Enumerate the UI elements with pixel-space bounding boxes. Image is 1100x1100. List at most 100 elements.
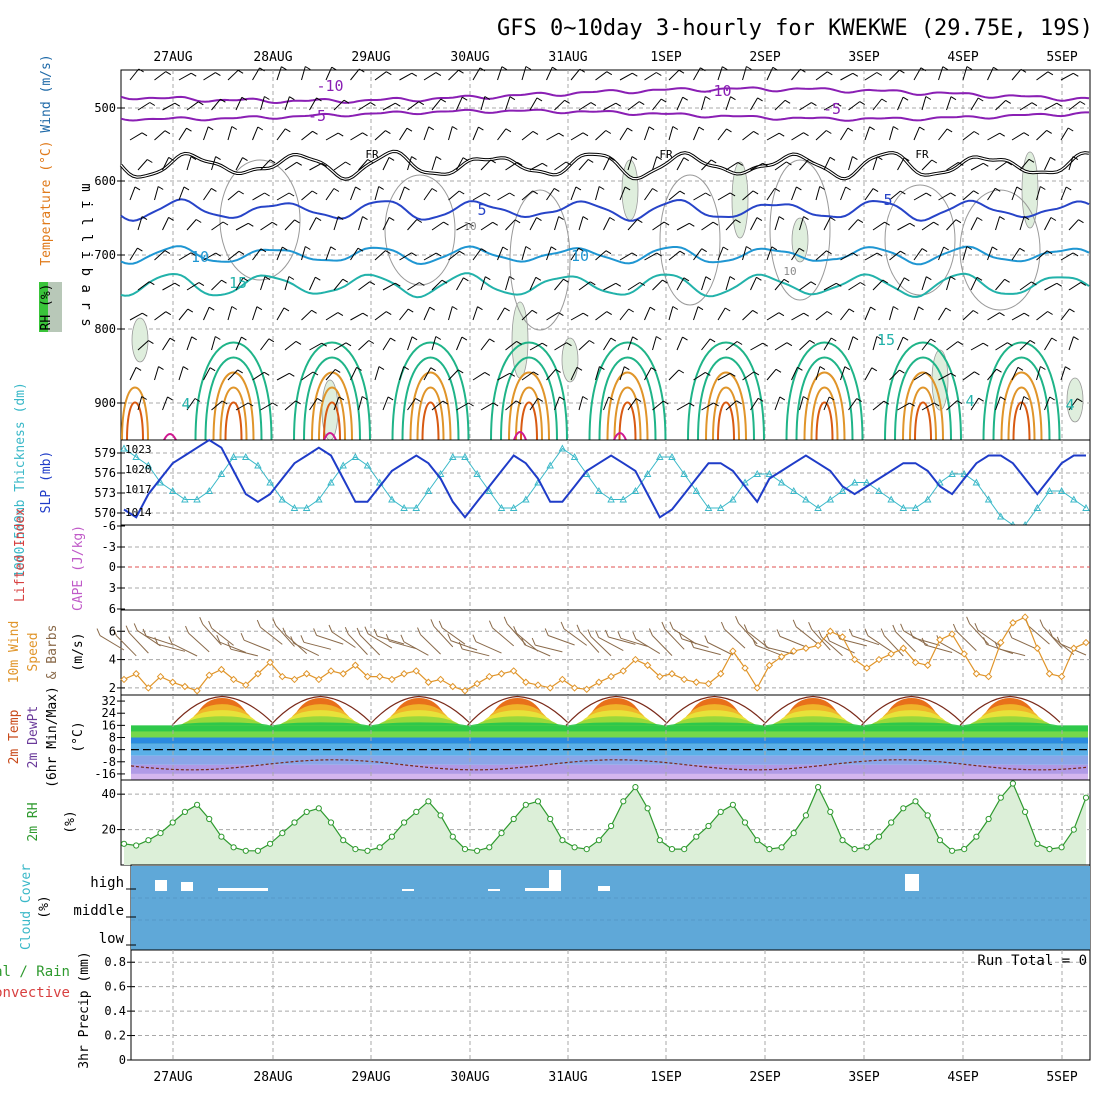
temp-hump (962, 722, 1058, 726)
wind-barb-flag (803, 216, 809, 221)
wind10-barb-staff (377, 635, 405, 645)
wind10-barb-staff (548, 635, 575, 646)
wind-barb-flag (338, 396, 345, 401)
wind10-barb-flag (892, 624, 897, 633)
rh2m-point (620, 798, 627, 805)
wind-barb-staff (399, 366, 405, 381)
freezing-level-contour-inner (120, 150, 1090, 180)
wind-barb-staff (815, 130, 827, 141)
wind-barb-flag (1028, 158, 1035, 163)
slp-line (123, 438, 1086, 519)
thickness-point (497, 504, 506, 511)
wind-barb-flag (295, 400, 301, 405)
wind-barb-staff (211, 98, 221, 111)
thickness-point (997, 512, 1005, 520)
wind-barb-staff (154, 366, 159, 381)
wind-barb-staff (423, 306, 431, 321)
temp-contour-arch (212, 371, 255, 441)
wind-barb-staff (374, 186, 380, 201)
thickness-point (1045, 487, 1054, 494)
wind-barb-flag (649, 306, 656, 311)
wind-barb-staff (178, 252, 192, 261)
wind-barb-flag (610, 337, 617, 342)
wind-barb-flag (786, 342, 793, 347)
wind-barb-staff (570, 68, 581, 81)
wind-barb-flag (558, 132, 564, 137)
wind-barb-staff (137, 281, 150, 291)
rh2m-point (1082, 794, 1090, 801)
wind-barb-staff (521, 309, 533, 321)
wind-barb-staff (325, 188, 335, 201)
thickness-point (850, 478, 859, 486)
top-date-axis: 27AUG 28AUG 29AUG 30AUG 31AUG 1SEP 2SEP 3SEP 4SE… (153, 50, 1077, 65)
wind-barb-flag (735, 219, 741, 224)
wind-barb-staff (864, 126, 871, 141)
rh2m-point (754, 837, 761, 844)
wind-barb-staff (668, 69, 680, 81)
wind-barb-staff (1068, 281, 1082, 291)
contour-label: -10 (704, 82, 731, 100)
upper-air-ylabel: m i l l i b a r s (78, 183, 94, 326)
wind10-speed-point (692, 678, 701, 686)
wind10-speed-point (765, 661, 774, 669)
wind-barb-flag (468, 222, 475, 227)
wind-barb-staff (766, 246, 773, 261)
wind-barb-flag (631, 252, 638, 257)
thickness-point (558, 444, 567, 452)
wind-barb-staff (717, 128, 727, 141)
rh2m-point (827, 808, 834, 816)
wind-barb-staff (987, 67, 994, 81)
wind-barb-staff (374, 250, 386, 261)
wind10-barb-flag (503, 616, 508, 624)
wind-barb-staff (431, 400, 444, 411)
wind-barb-flag (395, 102, 401, 107)
temp-contour-arch (1007, 386, 1036, 441)
wind-barb-flag (492, 402, 499, 407)
wind-barb-staff (1060, 308, 1070, 321)
wind-barb-staff (864, 306, 871, 321)
wind10-speed-point (1009, 619, 1017, 627)
rh-contour (384, 174, 456, 286)
wind-barb-flag (315, 276, 321, 281)
wind-barb-staff (358, 102, 371, 111)
wind-barb-staff (864, 72, 878, 81)
wind-barb-flag (484, 371, 491, 376)
wind-barb-flag (148, 340, 154, 345)
wind-barb-flag (312, 130, 318, 135)
wind10-barb-flag (983, 637, 987, 645)
rh2m-point (559, 837, 566, 844)
wind-barb-flag (452, 126, 458, 130)
wind-barb-staff (407, 156, 412, 171)
wind-barb-flag (1019, 247, 1025, 252)
axis-tick-label: 576 (94, 466, 116, 480)
wind-barb-staff (627, 219, 638, 231)
rh2m-point (961, 846, 968, 853)
wind10-speed-point (607, 672, 615, 681)
bottom-date-label: 27AUG (153, 1070, 192, 1085)
wind-barb-flag (918, 306, 924, 311)
wind-barb-flag (552, 66, 558, 71)
wind-barb-staff (995, 396, 1001, 411)
temp-contour-arch (204, 356, 263, 441)
thickness-point (254, 461, 262, 469)
wind-barb-staff (970, 342, 984, 351)
wind-barb-flag (141, 396, 147, 400)
bottom-date-label: 1SEP (650, 1070, 681, 1085)
wind-barb-flag (411, 156, 417, 161)
wind-barb-flag (331, 66, 337, 71)
axis-tick-label: 579 (94, 446, 116, 460)
precip-panel: 0.80.60.40.20 Total / Rain Convective 3h… (0, 949, 1091, 1069)
wind10-barb-flag (776, 629, 781, 637)
wind-barb-staff (791, 248, 800, 261)
wind-barb-flag (135, 366, 142, 371)
wind10-barb-flag (735, 616, 739, 624)
wind-barb-staff (480, 221, 493, 231)
rh2m-point (632, 784, 639, 791)
wind-barb-flag (899, 69, 905, 74)
bottom-date-axis: 27AUG 28AUG 29AUG 30AUG 31AUG 1SEP 2SEP 3SEP 4SE… (153, 1070, 1077, 1085)
wind-barb-staff (333, 99, 345, 111)
wind-barb-staff (897, 222, 911, 231)
temp-contour-hot (323, 432, 337, 441)
axis-tick-label: 900 (94, 396, 116, 410)
wind-barb-staff (333, 396, 340, 411)
